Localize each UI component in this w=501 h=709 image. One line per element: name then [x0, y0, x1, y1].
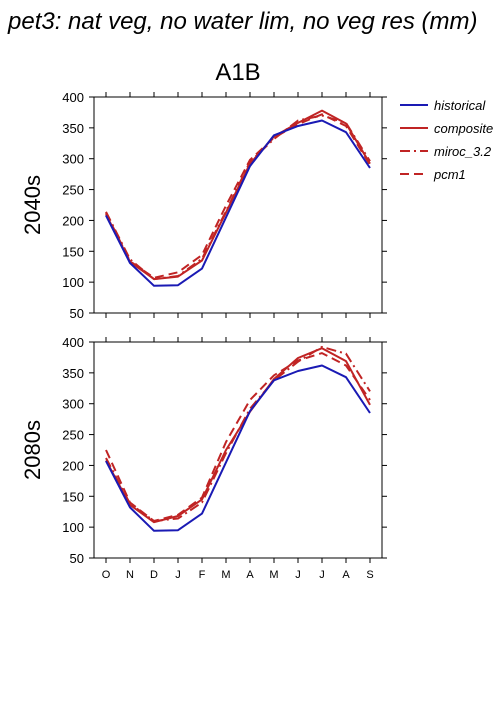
y-tick-label: 200 [62, 458, 84, 473]
legend-label: miroc_3.2 [434, 144, 492, 159]
y-tick-label: 300 [62, 152, 84, 167]
y-axis-label: 2040s [20, 175, 45, 235]
plot-frame [93, 96, 383, 314]
legend-label: historical [434, 98, 486, 113]
y-tick-label: 350 [62, 366, 84, 381]
x-tick-label: O [102, 569, 111, 581]
y-tick-label: 300 [62, 397, 84, 412]
legend-item: historical [400, 98, 486, 113]
x-tick-label: F [199, 569, 206, 581]
series-line-historical [105, 364, 371, 532]
y-axis-label: 2080s [20, 420, 45, 480]
y-tick-label: 350 [62, 121, 84, 136]
series-line-miroc-3-2 [105, 114, 371, 281]
x-tick-label: A [246, 569, 254, 581]
x-tick-label: N [126, 569, 134, 581]
y-tick-label: 400 [62, 335, 84, 350]
x-tick-label: J [319, 569, 325, 581]
panel-2080s: 50 100 150 200 250 300 350 400 O N D J F M A M J J A S 2080s [20, 335, 387, 581]
series-line-pcm1 [105, 113, 371, 279]
y-tick-label: 250 [62, 428, 84, 443]
y-tick-label: 200 [62, 213, 84, 228]
y-tick-label: 50 [70, 551, 84, 566]
x-tick-label: M [269, 569, 278, 581]
y-tick-label: 100 [62, 275, 84, 290]
x-tick-label: S [366, 569, 373, 581]
y-tick-label: 150 [62, 244, 84, 259]
x-tick-label: J [295, 569, 301, 581]
series-line-historical [105, 119, 371, 287]
series-line-composite [105, 347, 371, 524]
x-tick-label: J [175, 569, 181, 581]
x-tick-label: A [342, 569, 350, 581]
y-tick-label: 400 [62, 90, 84, 105]
legend-item: composite [400, 121, 493, 136]
x-tick-label: M [221, 569, 230, 581]
y-tick-label: 150 [62, 489, 84, 504]
legend-item: miroc_3.2 [400, 144, 492, 159]
figure-title: pet3: nat veg, no water lim, no veg res … [7, 8, 478, 35]
legend-label: pcm1 [433, 167, 466, 182]
legend-item: pcm1 [400, 167, 466, 182]
scenario-title: A1B [215, 59, 260, 86]
panel-2040s: 50 100 150 200 250 300 350 400 2040s [20, 90, 387, 321]
legend-label: composite [434, 121, 493, 136]
chart-panels: 50 100 150 200 250 300 350 400 2040s 50 100 150 200 2… [20, 90, 387, 581]
series-line-miroc-3-2 [105, 345, 371, 522]
series-line-pcm1 [105, 352, 371, 522]
plot-frame [93, 341, 383, 559]
x-tick-label: D [150, 569, 158, 581]
y-tick-label: 250 [62, 183, 84, 198]
y-tick-label: 50 [70, 306, 84, 321]
y-tick-label: 100 [62, 520, 84, 535]
legend: historical composite miroc_3.2 pcm1 [400, 98, 493, 182]
series-line-composite [105, 109, 371, 281]
